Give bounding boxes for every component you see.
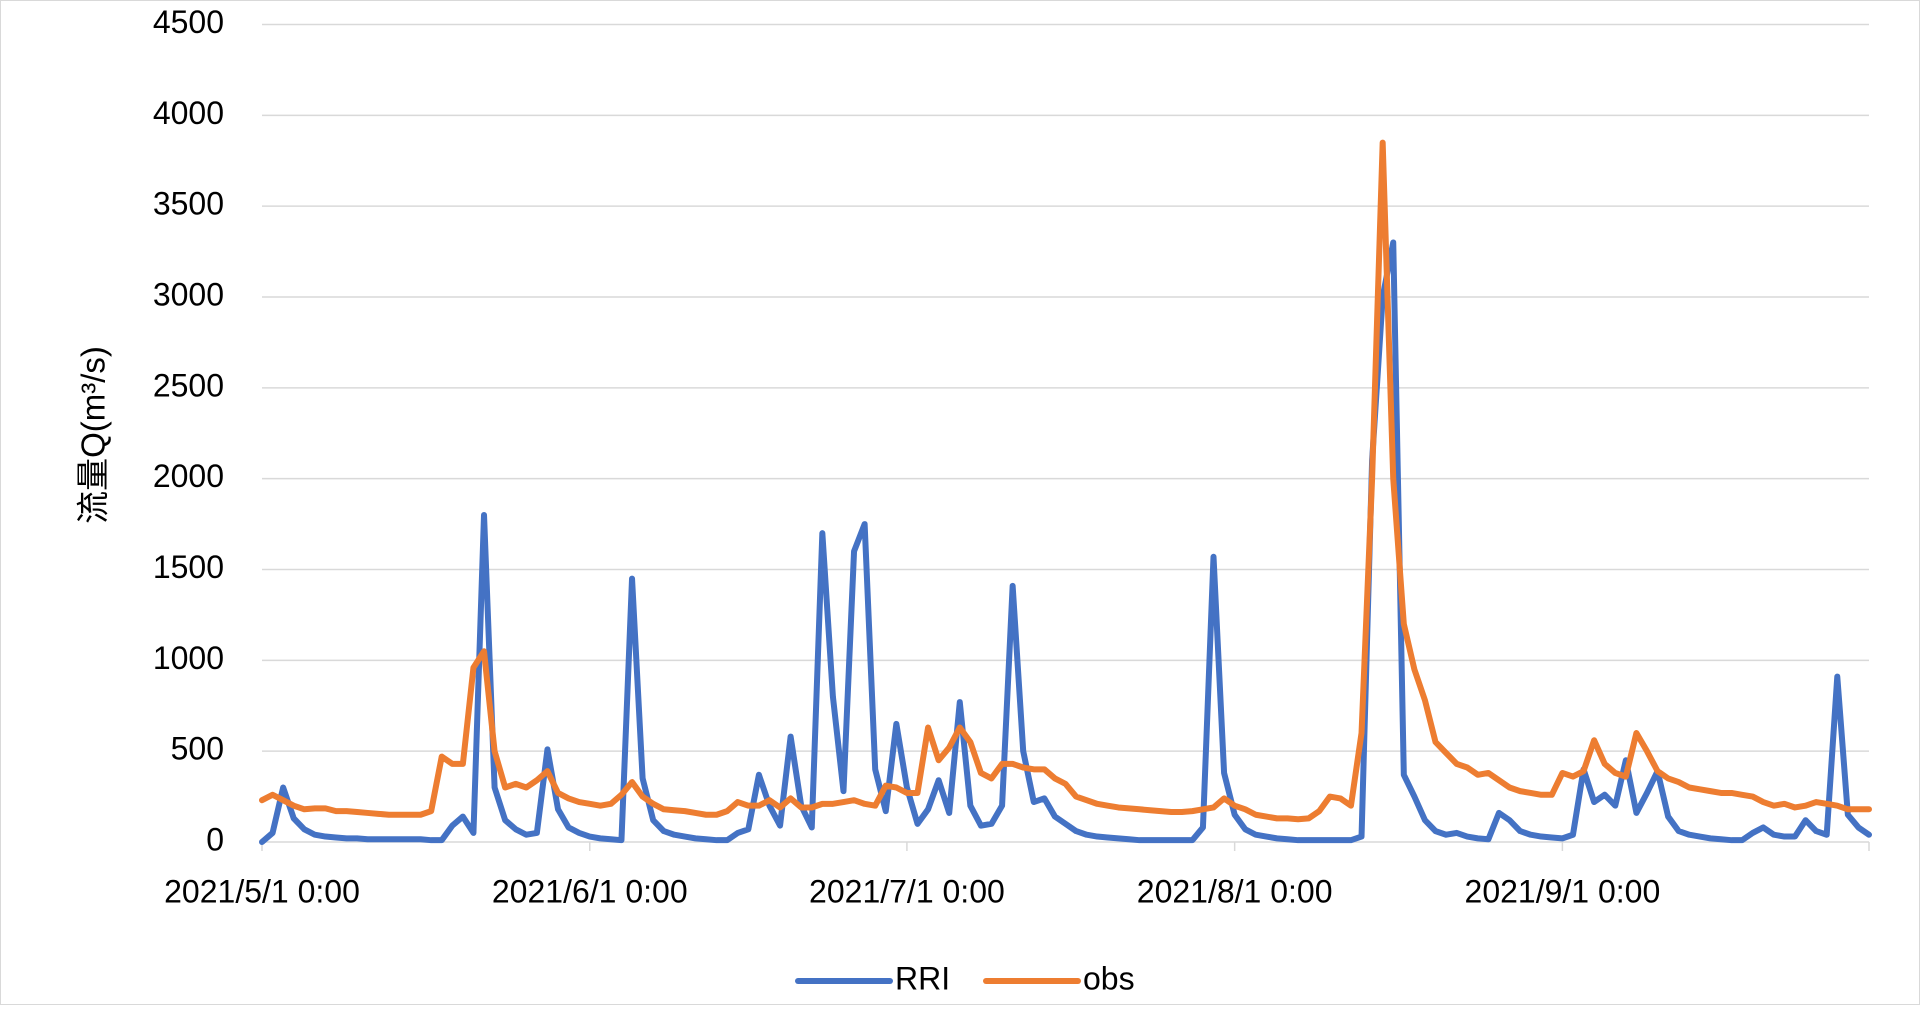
x-tick-label: 2021/6/1 0:00 — [492, 873, 688, 909]
x-tick-label: 2021/7/1 0:00 — [809, 873, 1005, 909]
x-tick-label: 2021/8/1 0:00 — [1137, 873, 1333, 909]
y-tick-label: 1500 — [153, 549, 224, 585]
y-tick-label: 2500 — [153, 367, 224, 403]
y-tick-label: 2000 — [153, 458, 224, 494]
y-tick-label: 4500 — [153, 4, 224, 40]
y-tick-label: 500 — [171, 731, 224, 767]
y-tick-label: 4000 — [153, 95, 224, 131]
data-line — [259, 139, 1872, 823]
y-axis-title: 流量Q(m³/s) — [75, 346, 112, 524]
y-tick-label: 0 — [206, 821, 224, 857]
legend-label: obs — [1083, 960, 1135, 996]
x-tick-label: 2021/5/1 0:00 — [164, 873, 360, 909]
legend-label: RRI — [895, 960, 950, 996]
x-tick-label: 2021/9/1 0:00 — [1465, 873, 1661, 909]
y-tick-label: 3000 — [153, 276, 224, 312]
y-tick-label: 3500 — [153, 186, 224, 222]
data-line — [259, 239, 1872, 845]
y-tick-label: 1000 — [153, 640, 224, 676]
